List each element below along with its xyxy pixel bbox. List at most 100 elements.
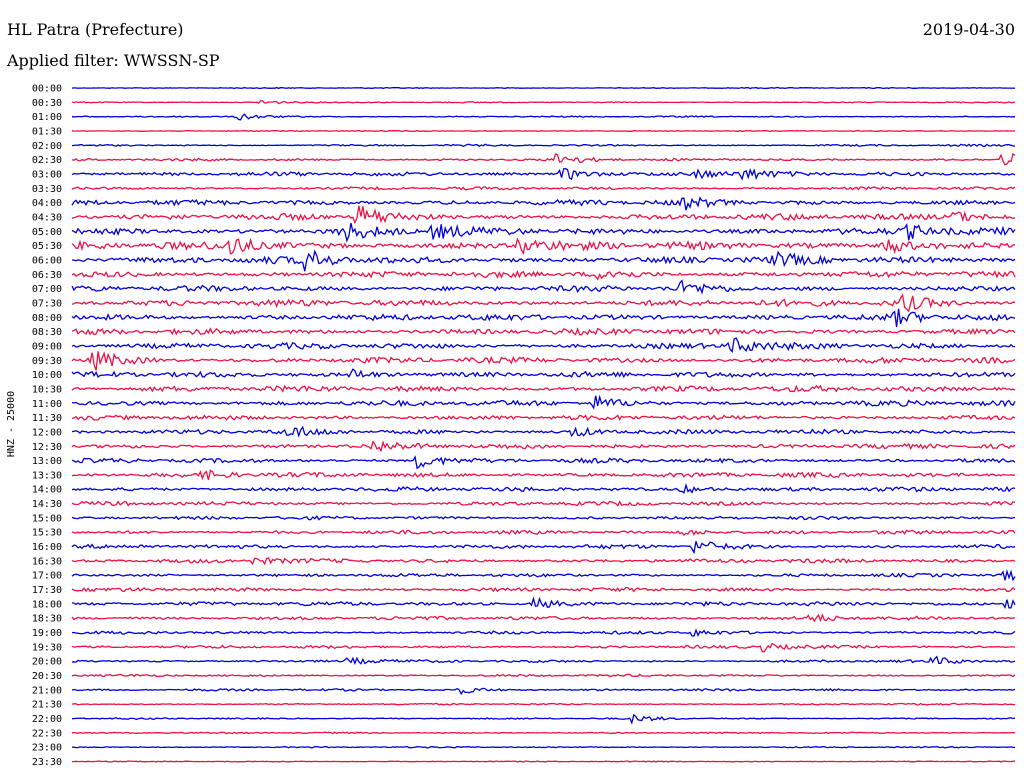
trace-row-1630 [71, 557, 1016, 566]
station-title: HL Patra (Prefecture) [7, 20, 184, 39]
row-label: 09:00 [32, 341, 62, 352]
trace-row-0300 [71, 167, 1016, 181]
trace-row-0530 [71, 237, 1016, 255]
row-label: 05:00 [32, 227, 62, 238]
row-label: 12:00 [32, 427, 62, 438]
trace-row-0830 [71, 326, 1016, 336]
trace-row-1200 [71, 425, 1016, 438]
row-label: 13:00 [32, 456, 62, 467]
trace-row-0500 [71, 222, 1016, 243]
trace-row-1130 [71, 414, 1016, 422]
trace-group [71, 86, 1016, 763]
trace-row-1030 [71, 384, 1016, 393]
row-label: 00:00 [32, 84, 62, 95]
row-label: 09:30 [32, 356, 62, 367]
row-label: 21:30 [32, 700, 62, 711]
trace-row-1730 [71, 586, 1016, 593]
row-label: 15:00 [32, 513, 62, 524]
row-label: 15:30 [32, 528, 62, 539]
row-label: 18:00 [32, 599, 62, 610]
row-label: 10:30 [32, 384, 62, 395]
row-label: 21:00 [32, 685, 62, 696]
trace-row-0100 [71, 113, 1016, 121]
row-label: 07:00 [32, 284, 62, 295]
trace-row-0700 [71, 279, 1016, 295]
trace-row-1100 [71, 394, 1016, 410]
trace-row-0800 [71, 308, 1016, 328]
trace-row-2300 [71, 745, 1016, 749]
row-label: 08:30 [32, 327, 62, 338]
trace-row-1530 [71, 529, 1016, 536]
row-label: 23:30 [32, 757, 62, 768]
trace-row-0330 [71, 186, 1016, 191]
row-label: 04:00 [32, 198, 62, 209]
trace-row-2200 [71, 713, 1016, 725]
row-label: 00:30 [32, 98, 62, 109]
row-label: 23:00 [32, 743, 62, 754]
trace-row-1830 [71, 613, 1016, 623]
trace-row-0430 [71, 205, 1016, 225]
row-label: 08:00 [32, 313, 62, 324]
row-label: 14:00 [32, 485, 62, 496]
trace-row-0930 [71, 351, 1016, 371]
trace-row-1900 [71, 628, 1016, 638]
trace-row-1700 [71, 569, 1016, 582]
row-label: 11:00 [32, 399, 62, 410]
trace-row-2030 [71, 673, 1016, 678]
trace-row-0000 [71, 86, 1016, 90]
trace-row-0130 [71, 129, 1016, 133]
trace-row-0230 [71, 152, 1016, 166]
row-label: 04:30 [32, 213, 62, 224]
trace-row-1300 [71, 455, 1016, 470]
row-label: 19:30 [32, 642, 62, 653]
trace-row-0900 [71, 337, 1016, 354]
trace-row-2230 [71, 731, 1015, 735]
date-label: 2019-04-30 [922, 20, 1015, 39]
row-label: 17:00 [32, 571, 62, 582]
trace-row-2000 [71, 655, 1016, 666]
trace-row-0400 [71, 196, 1016, 211]
row-label: 13:30 [32, 470, 62, 481]
row-label: 17:30 [32, 585, 62, 596]
row-label: 07:30 [32, 298, 62, 309]
trace-row-2330 [72, 760, 1016, 763]
row-label: 16:00 [32, 542, 62, 553]
trace-row-1000 [71, 368, 1016, 379]
trace-row-1430 [71, 500, 1016, 507]
trace-row-0600 [71, 249, 1016, 272]
trace-row-2130 [71, 702, 1016, 706]
row-label: 16:30 [32, 556, 62, 567]
trace-row-1400 [71, 483, 1016, 495]
trace-row-1330 [71, 469, 1016, 481]
filter-label: Applied filter: WWSSN-SP [7, 51, 220, 70]
trace-row-1500 [71, 515, 1016, 521]
trace-row-1230 [71, 440, 1016, 453]
trace-row-0630 [71, 269, 1016, 281]
row-label: 20:00 [32, 657, 62, 668]
row-label: 05:30 [32, 241, 62, 252]
row-label: 18:30 [32, 614, 62, 625]
trace-row-0730 [71, 293, 1016, 313]
row-label: 22:30 [32, 728, 62, 739]
trace-row-0030 [71, 99, 1016, 105]
row-label: 03:00 [32, 170, 62, 181]
trace-row-2100 [71, 687, 1016, 696]
row-label: 06:00 [32, 256, 62, 267]
row-label: 10:00 [32, 370, 62, 381]
row-label: 19:00 [32, 628, 62, 639]
row-label: 02:30 [32, 155, 62, 166]
row-label: 02:00 [32, 141, 62, 152]
row-label: 01:30 [32, 127, 62, 138]
trace-row-1930 [71, 642, 1016, 653]
row-label: 03:30 [32, 184, 62, 195]
row-label: 06:30 [32, 270, 62, 281]
trace-row-1800 [71, 596, 1016, 610]
trace-row-1600 [71, 541, 1016, 555]
row-label-group: 00:00 00:30 01:00 01:30 02:00 02:30 03:00 03:30… [32, 84, 62, 769]
row-label: 01:00 [32, 112, 62, 123]
y-axis-label: HNZ - 25000 [6, 391, 17, 457]
row-label: 12:30 [32, 442, 62, 453]
row-label: 14:30 [32, 499, 62, 510]
row-label: 11:30 [32, 413, 62, 424]
